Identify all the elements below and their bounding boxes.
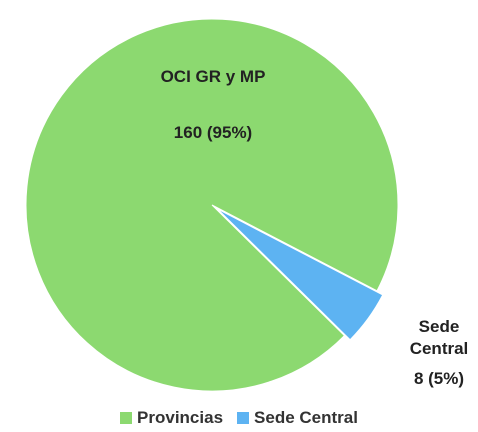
legend-item: Provincias — [120, 408, 223, 428]
value-label: 160 (95%) — [173, 123, 253, 142]
slice-label: OCI GR y MP — [160, 67, 266, 86]
legend: Provincias Sede Central — [0, 408, 478, 428]
value-label: 8 (5%) — [413, 369, 465, 388]
legend-swatch — [120, 412, 133, 424]
legend-label: Provincias — [137, 408, 224, 427]
pie-slice — [217, 208, 384, 341]
legend-item: Sede Central — [237, 408, 358, 428]
legend-label: Sede Central — [254, 408, 358, 427]
slice-label: Sede Central — [409, 317, 469, 358]
legend-swatch — [237, 412, 250, 424]
pie-slice — [25, 18, 399, 392]
